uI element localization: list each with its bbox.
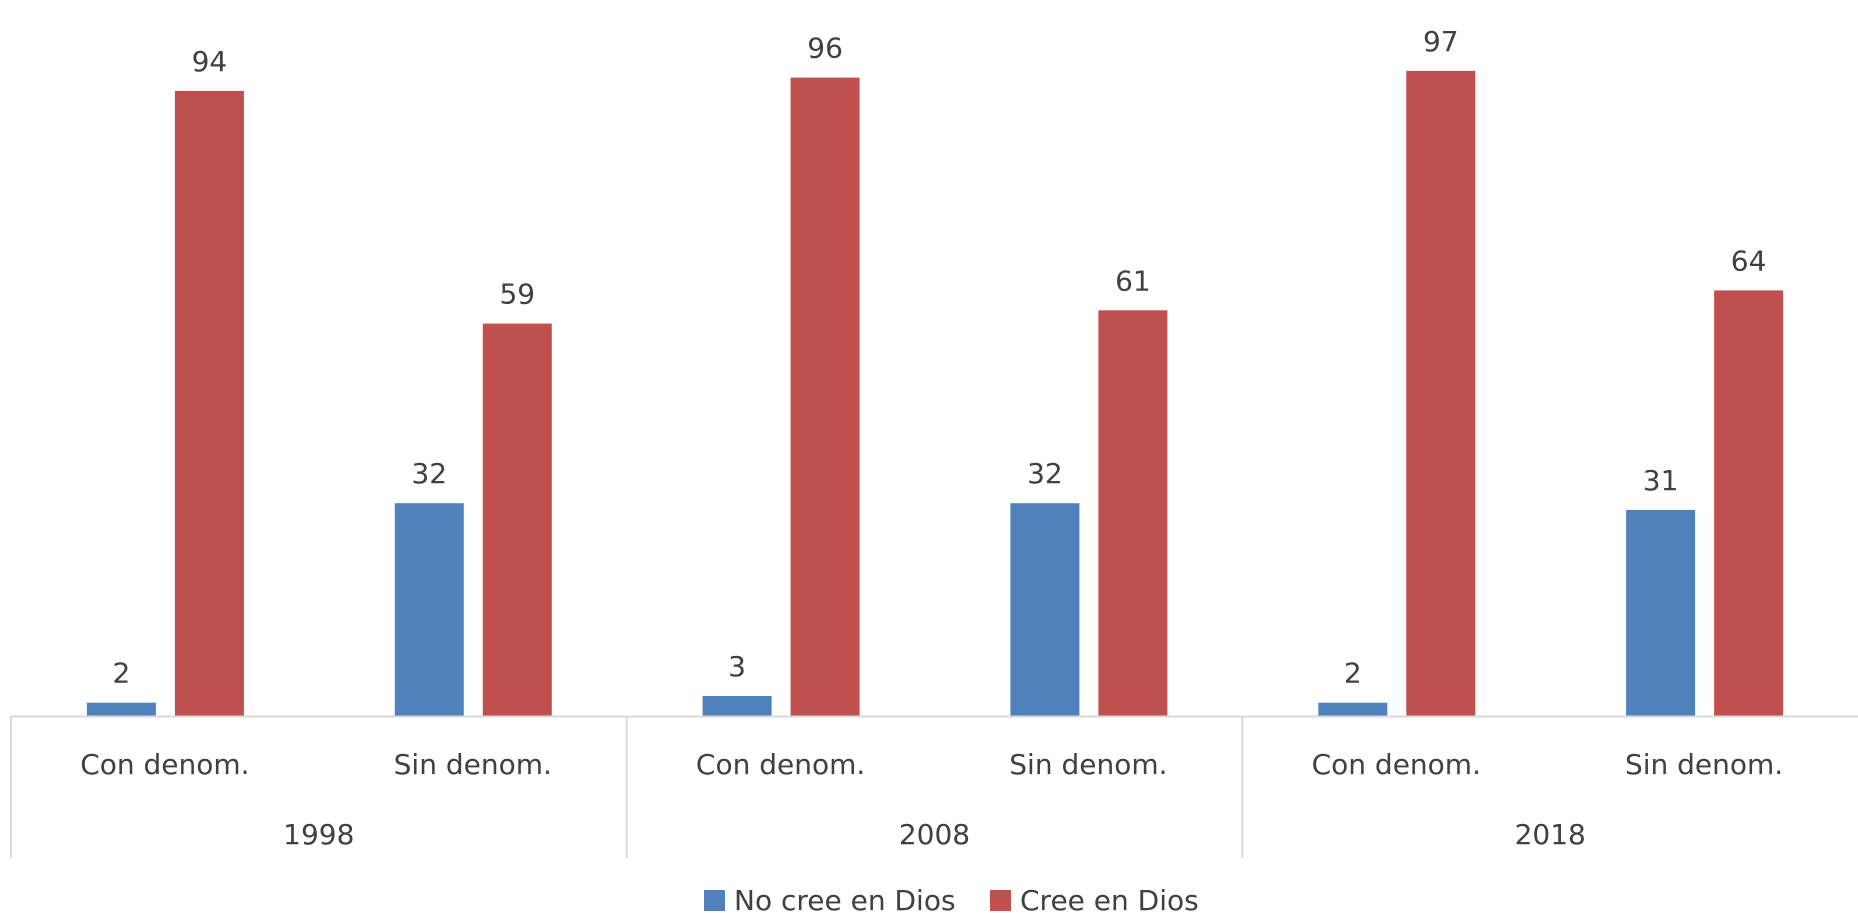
bar-cree-2: [790, 77, 860, 717]
x-group-label: 2018: [1515, 818, 1586, 851]
bar-no-cree-1: [394, 503, 464, 716]
x-group-label: 1998: [283, 818, 354, 851]
data-label: 59: [499, 278, 535, 311]
x-axis: [10, 715, 1858, 858]
x-tick-label: Con denom.: [696, 748, 865, 781]
data-label: 96: [807, 32, 843, 65]
value-labels-layer: 2 94 32 59 3 96 32 61 2 97 31 64: [112, 25, 1766, 690]
data-label: 31: [1643, 464, 1679, 497]
data-label: 97: [1423, 25, 1459, 58]
data-label: 32: [411, 457, 447, 490]
data-label: 2: [112, 657, 130, 690]
legend-label-no-cree[interactable]: No cree en Dios: [734, 884, 956, 913]
legend-swatch-cree: [990, 890, 1011, 911]
data-label: 32: [1027, 457, 1063, 490]
bar-cree-0: [174, 90, 244, 716]
bar-cree-4: [1406, 70, 1476, 716]
data-label: 94: [192, 45, 228, 78]
x-tick-label: Sin denom.: [394, 748, 552, 781]
bar-no-cree-3: [1010, 503, 1080, 716]
data-label: 3: [728, 650, 746, 683]
x-group-label: 2008: [899, 818, 970, 851]
x-tick-label: Sin denom.: [1625, 748, 1783, 781]
bar-no-cree-4: [1318, 702, 1388, 716]
group-labels-layer: 1998 2008 2018: [283, 818, 1586, 851]
legend[interactable]: No cree en Dios Cree en Dios: [704, 884, 1199, 913]
data-label: 2: [1344, 657, 1362, 690]
bar-cree-5: [1714, 290, 1784, 716]
bar-no-cree-0: [86, 702, 156, 716]
legend-label-cree[interactable]: Cree en Dios: [1020, 884, 1199, 913]
x-tick-label: Con denom.: [80, 748, 249, 781]
data-label: 61: [1115, 264, 1151, 297]
bars-layer: [86, 70, 1784, 717]
category-labels-layer: Con denom. Sin denom. Con denom. Sin denom.…: [80, 748, 1783, 781]
x-tick-label: Sin denom.: [1009, 748, 1167, 781]
legend-swatch-no-cree: [704, 890, 725, 911]
bar-no-cree-5: [1626, 509, 1696, 717]
bar-cree-1: [482, 323, 552, 716]
x-tick-label: Con denom.: [1312, 748, 1481, 781]
bar-no-cree-2: [702, 696, 772, 716]
bar-cree-3: [1098, 310, 1168, 716]
data-label: 64: [1731, 244, 1767, 277]
